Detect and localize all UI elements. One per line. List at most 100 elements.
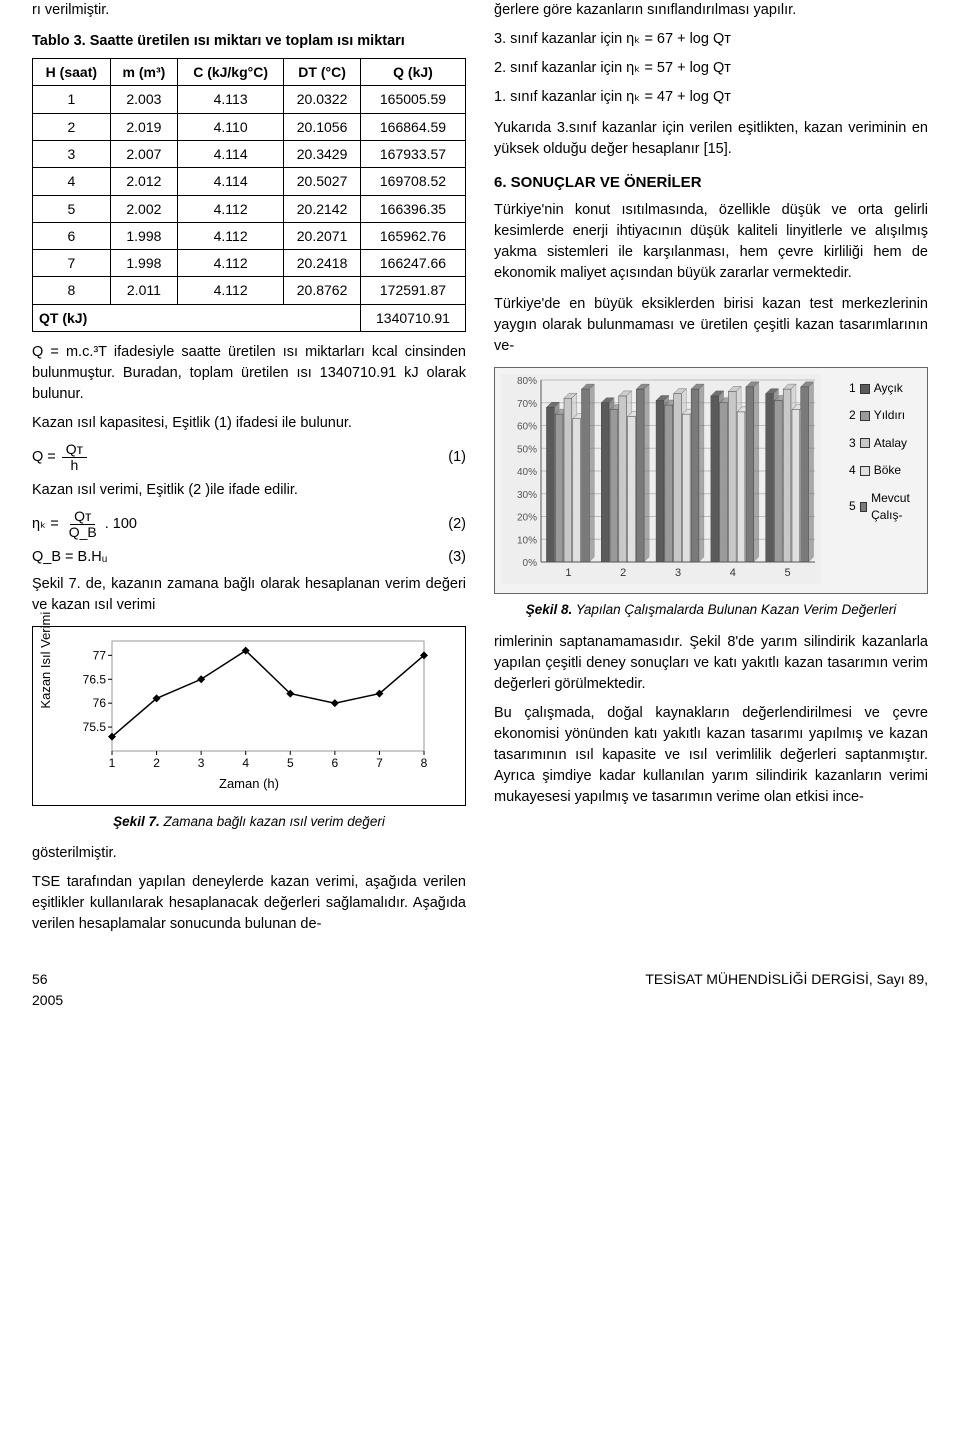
para6c: rimlerinin saptanamamasıdır. Şekil 8'de … [494, 632, 928, 695]
para-intro: rı verilmiştir. [32, 0, 466, 21]
table-cell: 20.2071 [284, 222, 361, 249]
table-cell: 20.0322 [284, 86, 361, 113]
fig8-caption: Şekil 8. Yapılan Çalışmalarda Bulunan Ka… [494, 600, 928, 620]
legend-item: 5Mevcut Çalış- [849, 490, 921, 525]
para-kap: Kazan ısıl kapasitesi, Eşitlik (1) ifade… [32, 413, 466, 434]
para-top-right: ğerlere göre kazanların sınıflandırılmas… [494, 0, 928, 21]
chart8-legend: 1 Ayçık 2Yıldırı 3Atalay 4 Böke 5Mevcut Çalış- [849, 374, 921, 591]
svg-text:40%: 40% [517, 467, 537, 478]
svg-text:60%: 60% [517, 421, 537, 432]
section6-heading: 6. SONUÇLAR VE ÖNERİLER [494, 172, 928, 194]
table-row: 22.0194.11020.1056166864.59 [33, 113, 466, 140]
table-cell: 5 [33, 195, 111, 222]
svg-text:1: 1 [109, 756, 116, 770]
table-cell: 3 [33, 140, 111, 167]
table-cell: 2.007 [110, 140, 177, 167]
svg-text:3: 3 [198, 756, 205, 770]
qt-label: QT (kJ) [33, 304, 361, 331]
svg-text:10%: 10% [517, 535, 537, 546]
svg-text:7: 7 [376, 756, 383, 770]
svg-text:4: 4 [242, 756, 249, 770]
eq2-lhs: ηₖ = [32, 514, 59, 535]
legend-swatch [860, 502, 867, 512]
table-cell: 165962.76 [360, 222, 465, 249]
table-cell: 165005.59 [360, 86, 465, 113]
chart7-svg: 75.57676.57712345678 [64, 633, 434, 773]
svg-text:6: 6 [332, 756, 339, 770]
svg-text:3: 3 [675, 567, 681, 579]
table-cell: 2.003 [110, 86, 177, 113]
legend-item: 4 Böke [849, 462, 921, 479]
eq3-label: (3) [448, 547, 466, 568]
chart7: Kazan Isıl Verimi 75.57676.57712345678 Z… [41, 633, 457, 803]
eq2-tail: . 100 [105, 514, 137, 535]
svg-text:5: 5 [785, 567, 791, 579]
svg-text:75.5: 75.5 [83, 720, 107, 734]
table-cell: 8 [33, 277, 111, 304]
table-row-total: QT (kJ) 1340710.91 [33, 304, 466, 331]
th: C (kJ/kg°C) [178, 59, 284, 86]
svg-text:77: 77 [93, 648, 107, 662]
table-cell: 166396.35 [360, 195, 465, 222]
table-cell: 2.019 [110, 113, 177, 140]
eq1-lhs: Q = [32, 447, 56, 468]
table-cell: 1.998 [110, 250, 177, 277]
table-cell: 172591.87 [360, 277, 465, 304]
svg-text:1: 1 [565, 567, 571, 579]
chart8-box: 0%10%20%30%40%50%60%70%80%12345 1Ayçık2Y… [494, 367, 928, 594]
legend-num: 1 [849, 380, 856, 397]
table-cell: 20.1056 [284, 113, 361, 140]
legend-label: Ayçık [874, 380, 903, 397]
table-cell: 166247.66 [360, 250, 465, 277]
legend-num: 3 [849, 435, 856, 452]
svg-text:2: 2 [620, 567, 626, 579]
chart8-svg: 0%10%20%30%40%50%60%70%80%12345 [501, 374, 821, 584]
th: m (m³) [110, 59, 177, 86]
fig8-rest: Yapılan Çalışmalarda Bulunan Kazan Verim… [572, 602, 896, 617]
table-cell: 2.011 [110, 277, 177, 304]
legend-item: 2Yıldırı [849, 407, 921, 424]
para6a: Türkiye'nin konut ısıtılmasında, özellik… [494, 200, 928, 284]
legend-item: 3Atalay [849, 435, 921, 452]
table-cell: 20.5027 [284, 168, 361, 195]
equation-1: Q = Qᴛ h (1) [32, 442, 466, 474]
journal-name: TESİSAT MÜHENDİSLİĞİ DERGİSİ, Sayı 89, [645, 969, 928, 1010]
legend-label: Mevcut Çalış- [871, 490, 921, 525]
legend-swatch [860, 384, 870, 394]
chart8: 0%10%20%30%40%50%60%70%80%12345 [501, 374, 843, 591]
svg-text:5: 5 [287, 756, 294, 770]
para-ver: Kazan ısıl verimi, Eşitlik (2 )ile ifade… [32, 480, 466, 501]
table-row: 71.9984.11220.2418166247.66 [33, 250, 466, 277]
table-cell: 20.2418 [284, 250, 361, 277]
eq3-text: Q_B = B.Hᵤ [32, 547, 107, 568]
table-cell: 2.012 [110, 168, 177, 195]
legend-num: 4 [849, 462, 856, 479]
legend-num: 2 [849, 407, 856, 424]
table-cell: 6 [33, 222, 111, 249]
fig7-bold: Şekil 7. [113, 814, 160, 829]
table-row: 52.0024.11220.2142166396.35 [33, 195, 466, 222]
equation-2: ηₖ = Qᴛ Q_B . 100 (2) [32, 509, 466, 541]
table-cell: 167933.57 [360, 140, 465, 167]
table-cell: 4 [33, 168, 111, 195]
svg-text:0%: 0% [523, 558, 538, 569]
fig7-caption: Şekil 7. Zamana bağlı kazan ısıl verim d… [32, 812, 466, 832]
table-cell: 4.110 [178, 113, 284, 140]
para-s7b: gösterilmiştir. [32, 843, 466, 864]
para-s7a: Şekil 7. de, kazanın zamana bağlı olarak… [32, 574, 466, 616]
svg-text:30%: 30% [517, 490, 537, 501]
chart7-box: Kazan Isıl Verimi 75.57676.57712345678 Z… [32, 626, 466, 806]
svg-text:4: 4 [730, 567, 736, 579]
table-cell: 20.3429 [284, 140, 361, 167]
legend-label: Böke [874, 462, 901, 479]
table-cell: 166864.59 [360, 113, 465, 140]
table-cell: 169708.52 [360, 168, 465, 195]
eq1-num: Qᴛ [62, 442, 87, 458]
page-number: 56 [32, 971, 48, 987]
table-cell: 4.112 [178, 195, 284, 222]
svg-text:8: 8 [421, 756, 428, 770]
table-cell: 1.998 [110, 222, 177, 249]
svg-text:50%: 50% [517, 444, 537, 455]
table-row: 82.0114.11220.8762172591.87 [33, 277, 466, 304]
table-row: 32.0074.11420.3429167933.57 [33, 140, 466, 167]
